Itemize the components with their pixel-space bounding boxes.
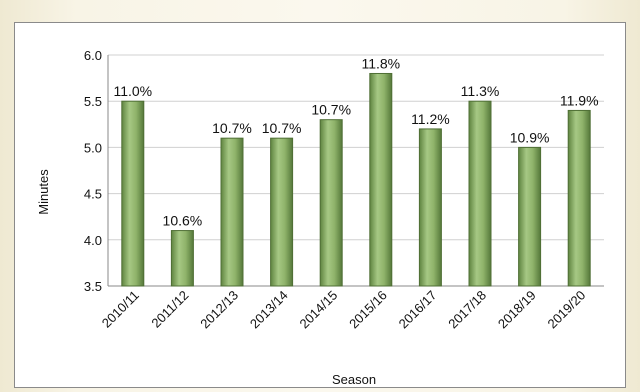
- y-tick-label: 5.0: [84, 140, 102, 155]
- x-tick-label: 2019/20: [544, 288, 588, 332]
- y-tick-label: 4.5: [84, 187, 102, 202]
- bar: [468, 100, 492, 287]
- data-label: 10.7%: [262, 120, 302, 136]
- y-axis-ticks: 3.5 4.0 4.5 5.0 5.5 6.0: [84, 48, 102, 294]
- x-tick-label: 2014/15: [296, 288, 340, 332]
- bar: [121, 100, 145, 287]
- data-label: 11.3%: [461, 83, 500, 99]
- data-label: 10.6%: [163, 213, 203, 229]
- data-label: 10.7%: [311, 102, 351, 118]
- data-labels: 11.0% 10.6% 10.7% 10.7% 10.7% 11.8% 11.2% 11.3%…: [113, 55, 598, 228]
- y-tick-label: 4.0: [84, 233, 102, 248]
- x-tick-label: 2013/14: [247, 288, 291, 332]
- x-tick-label: 2017/18: [445, 288, 489, 332]
- data-label: 11.8%: [361, 55, 400, 71]
- bar: [518, 146, 542, 287]
- bar: [418, 128, 442, 287]
- x-tick-label: 2018/19: [495, 288, 539, 332]
- x-tick-label: 2010/11: [99, 288, 142, 331]
- bar: [220, 137, 244, 287]
- bar: [567, 109, 591, 287]
- bar: [319, 119, 343, 287]
- data-label: 10.7%: [212, 120, 252, 136]
- bar: [369, 72, 393, 287]
- data-label: 11.9%: [560, 92, 599, 108]
- x-axis-title: Season: [332, 372, 376, 387]
- x-tick-label: 2016/17: [396, 288, 440, 332]
- data-label: 11.2%: [411, 111, 450, 127]
- bars: [121, 72, 591, 287]
- y-tick-label: 3.5: [84, 279, 102, 294]
- data-label: 10.9%: [510, 129, 550, 145]
- y-tick-label: 6.0: [84, 48, 102, 63]
- x-tick-label: 2012/13: [197, 288, 241, 332]
- data-label: 11.0%: [113, 83, 152, 99]
- x-tick-label: 2011/12: [148, 288, 191, 331]
- x-axis-ticks: 2010/11 2011/12 2012/13 2013/14 2014/15 2015/…: [99, 288, 589, 332]
- bar: [270, 137, 294, 287]
- x-tick-label: 2015/16: [346, 288, 390, 332]
- y-axis-title: Minutes: [36, 169, 51, 215]
- bar: [170, 230, 194, 287]
- y-tick-label: 5.5: [84, 94, 102, 109]
